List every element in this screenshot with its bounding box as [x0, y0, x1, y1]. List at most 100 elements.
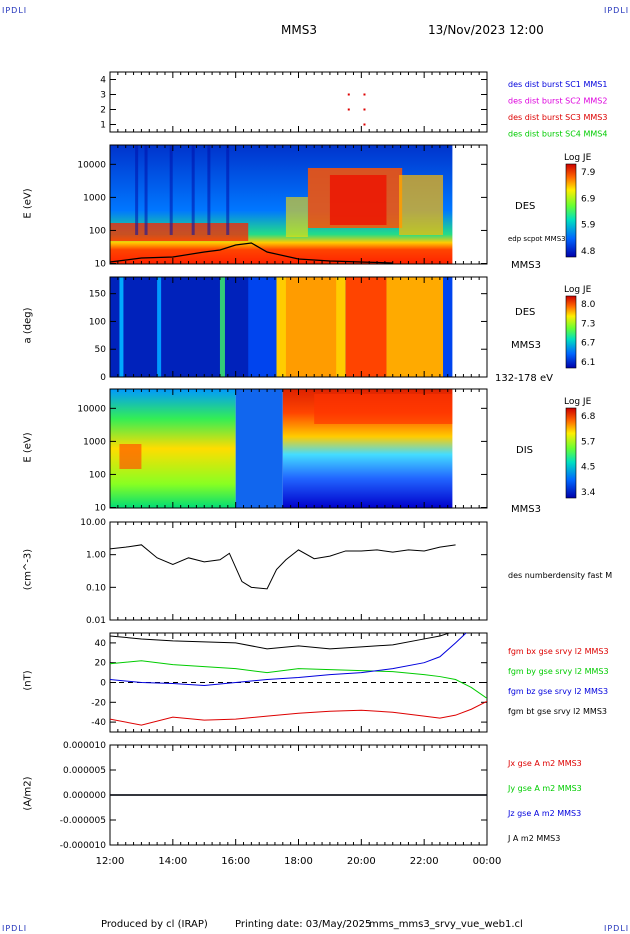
current-ylabel: (A/m2) — [22, 776, 34, 811]
des-energy-sublabel: MMS3 — [511, 260, 541, 271]
des-pitch-range-label: 132-178 eV — [495, 373, 553, 384]
dis-energy-colorbar-title: Log JE — [564, 397, 592, 407]
burst-panel-legend-entry: des dist burst SC4 MMS4 — [508, 130, 607, 139]
des-energy-hot-core — [329, 175, 387, 225]
des-energy-stripe — [226, 145, 230, 235]
bfield-series-line — [110, 660, 487, 699]
current-panel-ytick-label: 0.000010 — [63, 741, 106, 751]
burst-panel-ytick-label: 4 — [100, 76, 106, 86]
xaxis-tick-label: 12:00 — [96, 856, 125, 867]
bfield-panel-ytick-label: 40 — [95, 639, 107, 649]
des-pitch-colorbar-tick: 6.7 — [581, 339, 595, 349]
des-pitch-band-1-core — [285, 277, 337, 377]
datetime-title: 13/Nov/2023 12:00 — [428, 23, 544, 37]
xaxis-tick-label: 18:00 — [284, 856, 313, 867]
xaxis-tick-label: 00:00 — [473, 856, 502, 867]
bfield-panel-ytick-label: -40 — [91, 718, 106, 728]
des-energy-panel-ytick-label: 100 — [89, 226, 106, 236]
xaxis-tick-label: 14:00 — [158, 856, 187, 867]
footer-corner-left: IPDLI — [2, 924, 28, 933]
spacecraft-title: MMS3 — [281, 23, 317, 37]
des-pitch-dark-region — [110, 277, 249, 377]
des-energy-panel-ytick-label: 1000 — [83, 193, 106, 203]
des-energy-transition — [285, 197, 308, 237]
xaxis-tick-label: 22:00 — [410, 856, 439, 867]
footer-print-date: Printing date: 03/May/2025 — [235, 919, 372, 930]
burst-panel-ytick-label: 2 — [100, 106, 106, 116]
des-pitch-colorbar — [565, 295, 577, 369]
des-energy-stripe — [169, 145, 173, 235]
des-pitch-panel-ytick-label: 0 — [100, 373, 106, 383]
burst-panel-legend-entry: des dist burst SC2 MMS2 — [508, 97, 607, 106]
dis-energy-panel-ytick-label: 10000 — [77, 404, 106, 414]
dis-energy-colorbar-tick: 5.7 — [581, 437, 595, 447]
burst-panel-ytick-label: 1 — [100, 121, 106, 131]
des-energy-stripe — [191, 145, 195, 235]
footer-producer: Produced by cl (IRAP) — [101, 919, 208, 930]
dis-energy-label: DIS — [516, 445, 533, 456]
density-ylabel: (cm^-3) — [22, 548, 34, 591]
des-pitch-colorbar-tick: 7.3 — [581, 319, 595, 329]
dis-energy-hot-band — [314, 394, 453, 424]
des-pitch-stripe — [157, 277, 162, 377]
corner-tag-left: IPDLI — [2, 6, 28, 15]
corner-tag-right: IPDLI — [604, 6, 630, 15]
current-panel-ytick-label: -0.000005 — [60, 816, 106, 826]
dis-energy-panel-ytick-label: 10 — [95, 504, 107, 514]
des-pitch-panel-ytick-label: 100 — [89, 317, 106, 327]
dis-energy-early-blob — [119, 444, 142, 469]
density-panel-ytick-label: 10.00 — [80, 518, 106, 528]
density-panel-ytick-label: 1.00 — [86, 551, 106, 561]
des-energy-colorbar — [565, 163, 577, 258]
des-energy-colorbar-tick: 4.8 — [581, 247, 596, 257]
burst-point — [363, 108, 366, 111]
xaxis-tick-label: 16:00 — [221, 856, 250, 867]
dis-energy-gap — [235, 389, 283, 508]
scpot-overlay-line — [109, 242, 393, 264]
density-panel-ytick-label: 0.10 — [86, 583, 106, 593]
des-energy-stripe — [144, 145, 148, 235]
dis-energy-colorbar — [565, 407, 577, 499]
current-panel-ytick-label: 0.000005 — [63, 766, 106, 776]
burst-point — [347, 108, 350, 111]
dis-energy-panel-ytick-label: 1000 — [83, 437, 106, 447]
burst-panel-frame — [109, 71, 488, 133]
des-pitch-sublabel: MMS3 — [511, 340, 541, 351]
dis-energy-colorbar-tick: 4.5 — [581, 463, 595, 473]
des-pitch-stripe — [119, 277, 124, 377]
current-legend-entry: Jx gse A m2 MMS3 — [507, 759, 582, 768]
des-energy-label: DES — [515, 201, 535, 212]
burst-point — [363, 123, 366, 126]
des-energy-colorbar-tick: 6.9 — [581, 194, 596, 204]
dis-energy-nodata — [452, 389, 487, 508]
des-energy-stripe — [135, 145, 139, 235]
current-legend-entry: J A m2 MMS3 — [507, 834, 560, 843]
des-pitch-colorbar-tick: 6.1 — [581, 358, 595, 368]
des-pitch-colorbar-tick: 8.0 — [581, 300, 596, 310]
xaxis-tick-label: 20:00 — [347, 856, 376, 867]
bfield-legend-entry: fgm by gse srvy l2 MMS3 — [508, 667, 609, 676]
dis-energy-sublabel: MMS3 — [511, 504, 541, 515]
dis-energy-ylabel: E (eV) — [22, 432, 34, 463]
bfield-panel-ytick-label: 20 — [95, 659, 107, 669]
burst-panel-legend-entry: des dist burst SC1 MMS1 — [508, 80, 607, 89]
dis-energy-panel-ytick-label: 100 — [89, 470, 106, 480]
burst-point — [347, 93, 350, 96]
bfield-legend-entry: fgm bx gse srvy l2 MMS3 — [508, 647, 609, 656]
des-pitch-stripe — [219, 277, 225, 377]
des-energy-colorbar-tick: 5.9 — [581, 221, 596, 231]
dis-energy-colorbar-tick: 3.4 — [581, 488, 596, 498]
des-pitch-panel-ytick-label: 50 — [95, 345, 107, 355]
current-legend-entry: Jz gse A m2 MMS3 — [507, 809, 581, 818]
burst-point — [363, 93, 366, 96]
des-pitch-nodata — [452, 277, 487, 377]
bfield-series-line — [110, 633, 451, 650]
des-pitch-label: DES — [515, 307, 535, 318]
bfield-panel-ytick-label: -20 — [91, 698, 106, 708]
dis-energy-colorbar-tick: 6.8 — [581, 412, 596, 422]
bfield-legend-entry: fgm bz gse srvy l2 MMS3 — [508, 687, 608, 696]
footer-filename: mms_mms3_srvy_vue_web1.cl — [369, 919, 523, 930]
density-series-line — [109, 544, 456, 590]
des-energy-warm-band — [399, 175, 444, 235]
